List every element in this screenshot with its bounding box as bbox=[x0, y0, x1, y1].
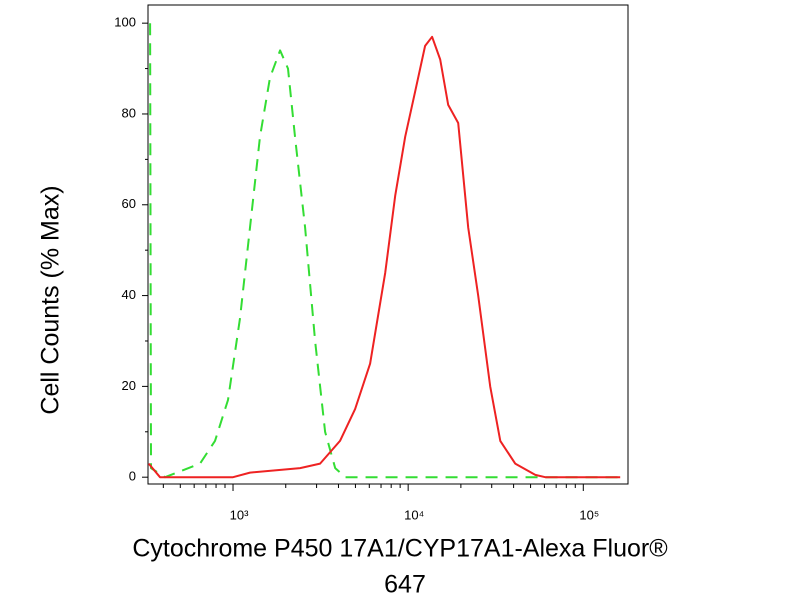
y-tick-label: 100 bbox=[114, 15, 136, 30]
x-axis-label-line2: 647 bbox=[384, 571, 426, 599]
y-tick-label: 20 bbox=[122, 378, 136, 393]
y-tick-label: 40 bbox=[122, 287, 136, 302]
y-axis-label: Cell Counts (% Max) bbox=[37, 185, 65, 414]
x-axis-label: Cytochrome P450 17A1/CYP17A1-Alexa Fluor… bbox=[132, 535, 668, 563]
y-tick-label: 60 bbox=[122, 196, 136, 211]
y-tick-label: 0 bbox=[129, 469, 136, 484]
x-tick-label: 10³ bbox=[230, 507, 249, 522]
histogram-line bbox=[147, 35, 621, 479]
x-tick-label: 10⁵ bbox=[579, 507, 599, 522]
x-tick-label: 10⁴ bbox=[404, 507, 424, 522]
y-tick-label: 80 bbox=[122, 105, 136, 120]
plot-frame bbox=[147, 4, 629, 485]
histogram-line bbox=[149, 23, 621, 479]
